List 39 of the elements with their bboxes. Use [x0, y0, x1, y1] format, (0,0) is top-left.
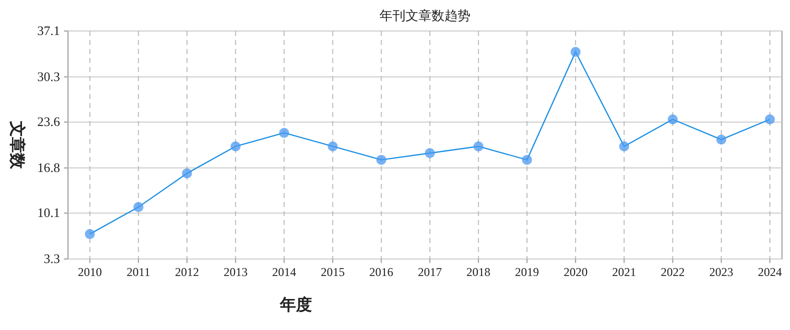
x-tick-label: 2024 — [758, 265, 782, 279]
x-tick-label: 2010 — [78, 265, 102, 279]
point — [522, 154, 532, 165]
point — [376, 154, 386, 165]
point — [133, 202, 144, 212]
y-tick-label: 10.1 — [37, 205, 60, 220]
y-tick-label: 37.1 — [37, 23, 60, 38]
point — [279, 128, 290, 138]
y-tick-label: 30.3 — [37, 68, 60, 84]
x-tick-label: 2015 — [320, 265, 345, 279]
x-tick-label: 2022 — [660, 265, 685, 279]
point — [182, 168, 192, 178]
y-axis-title: 文章数 — [8, 120, 26, 170]
y-tick-label: 23.6 — [37, 114, 60, 130]
x-tick-label: 2023 — [709, 265, 734, 279]
point — [570, 46, 581, 57]
point — [764, 114, 775, 124]
x-axis-title: 年度 — [279, 295, 312, 314]
y-tick-label: 16.8 — [37, 160, 60, 175]
chart-title: 年刊文章数趋势 — [380, 8, 470, 23]
x-tick-label: 2016 — [369, 265, 394, 279]
x-tick-label: 2021 — [612, 265, 636, 279]
point — [424, 148, 435, 158]
x-tick-label: 2018 — [466, 265, 490, 279]
x-tick-label: 2020 — [564, 265, 588, 279]
y-tick-label: 3.3 — [44, 251, 60, 266]
point — [230, 141, 241, 152]
point — [328, 141, 338, 152]
x-tick-label: 2017 — [418, 265, 442, 279]
x-tick-label: 2012 — [175, 265, 199, 279]
point — [716, 134, 726, 145]
point — [84, 229, 95, 240]
point — [473, 141, 484, 152]
point — [668, 114, 678, 124]
x-tick-label: 2019 — [515, 265, 539, 279]
x-tick-label: 2011 — [126, 265, 150, 279]
point — [619, 141, 630, 152]
x-tick-label: 2014 — [272, 265, 296, 279]
x-tick-label: 2013 — [224, 265, 248, 279]
